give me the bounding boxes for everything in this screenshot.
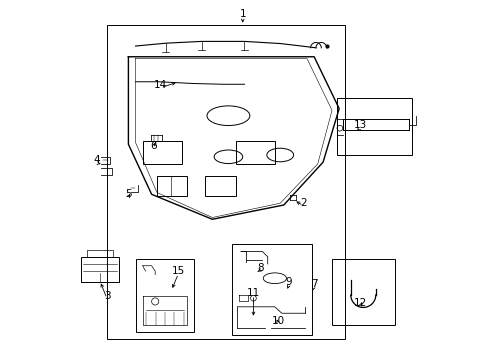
- Bar: [331, 258, 394, 325]
- Text: 9: 9: [285, 277, 292, 287]
- Text: 3: 3: [103, 291, 110, 301]
- Text: 7: 7: [310, 279, 317, 289]
- Bar: [205, 176, 235, 196]
- Text: 10: 10: [271, 316, 285, 326]
- Text: 12: 12: [353, 298, 366, 308]
- Text: 1: 1: [239, 9, 245, 19]
- Text: 13: 13: [353, 120, 366, 130]
- Text: 11: 11: [246, 288, 260, 297]
- Text: 6: 6: [150, 141, 156, 151]
- Bar: [81, 257, 119, 282]
- Text: 4: 4: [93, 156, 100, 165]
- Text: 14: 14: [154, 80, 167, 90]
- Bar: [235, 141, 274, 164]
- Text: 2: 2: [300, 198, 306, 208]
- Text: 15: 15: [171, 266, 184, 276]
- Bar: [337, 98, 411, 155]
- Text: 5: 5: [125, 189, 131, 199]
- Text: 8: 8: [257, 262, 264, 273]
- Bar: [142, 141, 182, 164]
- Bar: [231, 244, 312, 336]
- Bar: [135, 258, 194, 332]
- Bar: [107, 24, 344, 339]
- Bar: [157, 176, 187, 196]
